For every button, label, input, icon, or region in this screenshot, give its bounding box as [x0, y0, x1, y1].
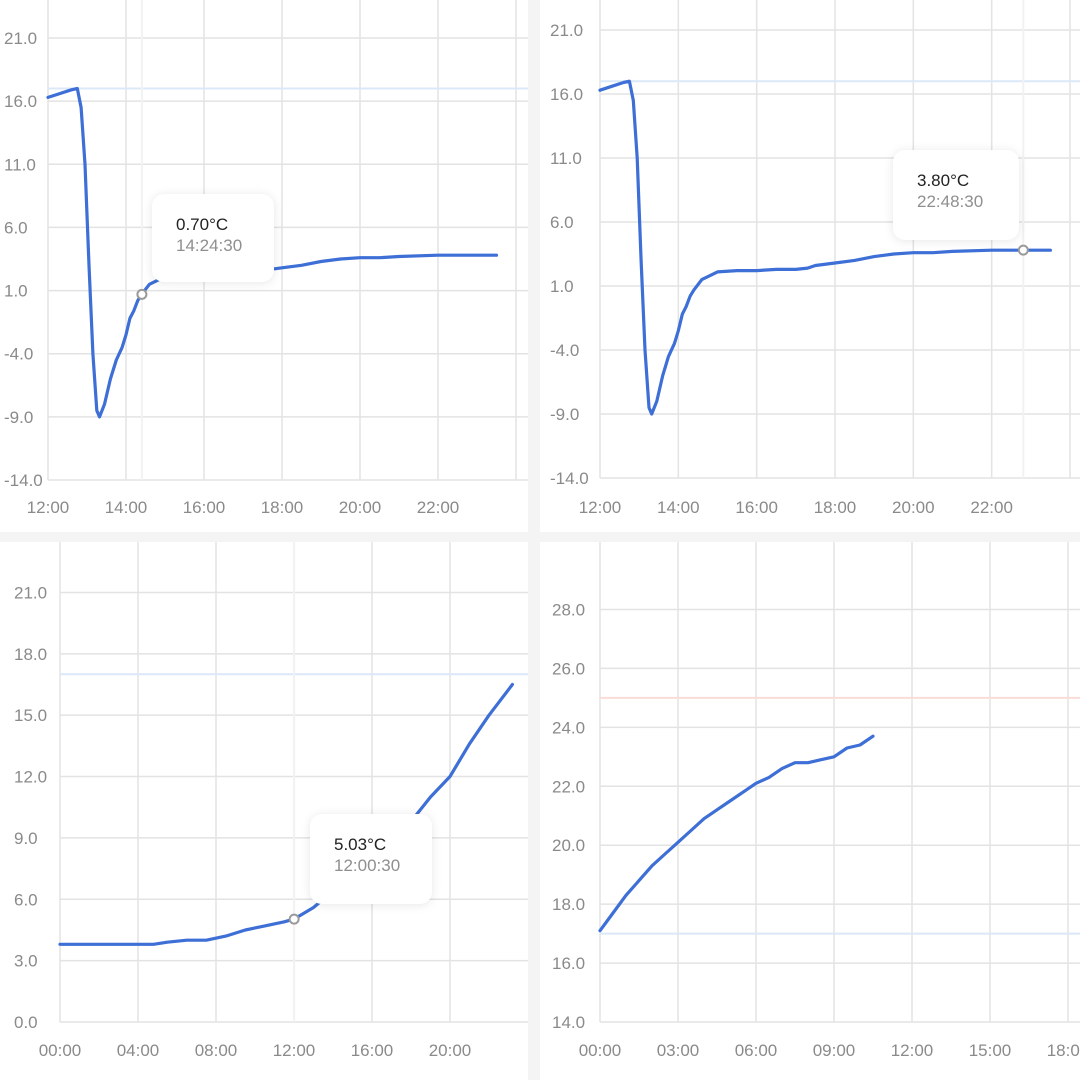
- x-tick-label: 00:00: [579, 1041, 622, 1060]
- y-tick-label: 6.0: [14, 890, 38, 909]
- tooltip-time: 12:00:30: [334, 856, 401, 875]
- tooltip-card: 5.03°C 12:00:30: [310, 814, 432, 904]
- y-tick-label: -9.0: [550, 405, 579, 424]
- y-tick-label: 21.0: [4, 29, 37, 48]
- y-tick-label: -14.0: [550, 469, 589, 488]
- y-tick-label: 18.0: [14, 645, 47, 664]
- temperature-series-line: [58, 682, 515, 946]
- tooltip-card: 0.70°C 14:24:30: [152, 194, 274, 282]
- tooltip-time: 14:24:30: [176, 236, 243, 255]
- x-tick-label: 18:00: [1047, 1041, 1080, 1060]
- y-tick-label: 26.0: [552, 659, 585, 678]
- x-tick-label: 16:00: [183, 498, 226, 517]
- y-tick-label: 6.0: [4, 218, 28, 237]
- y-tick-label: 15.0: [14, 706, 47, 725]
- tooltip-value: 5.03°C: [334, 835, 387, 854]
- tooltip-value: 3.80°C: [917, 171, 970, 190]
- selected-point-marker: [136, 288, 148, 300]
- x-tick-label: 12:00: [891, 1041, 934, 1060]
- y-tick-label: 16.0: [550, 85, 583, 104]
- tooltip-card: 3.80°C 22:48:30: [893, 150, 1019, 240]
- y-tick-label: 18.0: [552, 895, 585, 914]
- x-tick-label: 12:00: [27, 498, 70, 517]
- y-tick-label: 1.0: [4, 282, 28, 301]
- y-tick-label: 22.0: [552, 777, 585, 796]
- y-tick-label: 20.0: [552, 836, 585, 855]
- x-tick-label: 12:00: [579, 498, 622, 517]
- x-tick-label: 08:00: [195, 1041, 238, 1060]
- x-tick-label: 16:00: [351, 1041, 394, 1060]
- y-tick-label: 11.0: [550, 149, 582, 168]
- y-tick-label: 21.0: [14, 583, 47, 602]
- y-tick-label: 1.0: [550, 277, 574, 296]
- x-tick-label: 14:00: [657, 498, 700, 517]
- x-tick-label: 06:00: [735, 1041, 778, 1060]
- x-tick-label: 18:00: [814, 498, 857, 517]
- x-tick-label: 22:00: [417, 498, 460, 517]
- y-tick-label: -9.0: [4, 408, 33, 427]
- y-tick-label: 16.0: [552, 954, 585, 973]
- chart-svg: 21.0 18.0 15.0 12.0 9.0 6.0 3.0 0.000:00 04:00 08…: [14, 542, 528, 1060]
- y-tick-label: 28.0: [552, 600, 585, 619]
- x-tick-label: 03:00: [657, 1041, 700, 1060]
- x-tick-label: 20:00: [892, 498, 935, 517]
- temperature-series-line: [598, 79, 1052, 416]
- x-tick-label: 16:00: [735, 498, 778, 517]
- tooltip-value: 0.70°C: [176, 215, 229, 234]
- y-tick-label: 12.0: [14, 768, 47, 787]
- x-tick-label: 12:00: [273, 1041, 316, 1060]
- x-tick-label: 20:00: [429, 1041, 472, 1060]
- y-tick-label: 6.0: [550, 213, 574, 232]
- y-tick-label: 3.0: [14, 952, 38, 971]
- y-tick-label: -4.0: [4, 345, 33, 364]
- y-tick-label: 14.0: [552, 1013, 585, 1032]
- y-tick-label: 16.0: [4, 92, 37, 111]
- x-tick-label: 20:00: [339, 498, 382, 517]
- temperature-chart-panel-1[interactable]: 21.0 16.0 11.0 6.0 1.0 -4.0 -9.0 -14.0 12:00 14:0…: [0, 0, 528, 532]
- selected-point-marker: [288, 913, 300, 925]
- temperature-chart-panel-4[interactable]: 28.0 26.0 24.0 22.0 20.0 18.0 16.0 14.0 00:00 03:…: [540, 542, 1080, 1080]
- x-tick-label: 15:00: [969, 1041, 1012, 1060]
- x-tick-label: 22:00: [970, 498, 1013, 517]
- y-tick-label: 21.0: [550, 21, 583, 40]
- x-tick-label: 00:00: [39, 1041, 82, 1060]
- x-tick-label: 14:00: [105, 498, 148, 517]
- selected-point-marker: [1017, 244, 1029, 256]
- y-tick-label: 24.0: [552, 718, 585, 737]
- y-tick-label: 0.0: [14, 1013, 38, 1032]
- x-tick-label: 09:00: [813, 1041, 856, 1060]
- y-tick-label: -14.0: [4, 471, 43, 490]
- panel-divider-horizontal: [0, 532, 1080, 542]
- y-tick-label: 9.0: [14, 829, 38, 848]
- y-tick-label: 11.0: [4, 155, 36, 174]
- tooltip-time: 22:48:30: [917, 192, 984, 211]
- x-tick-label: 04:00: [117, 1041, 160, 1060]
- chart-svg: 28.0 26.0 24.0 22.0 20.0 18.0 16.0 14.0 00:00 03:…: [552, 542, 1080, 1060]
- temperature-series-line: [598, 734, 875, 933]
- x-tick-label: 18:00: [261, 498, 304, 517]
- y-tick-label: -4.0: [550, 341, 579, 360]
- chart-svg: 21.0 16.0 11.0 6.0 1.0 -4.0 -9.0 -14.0 12:00 14:0…: [550, 0, 1080, 517]
- temperature-chart-panel-2[interactable]: 21.0 16.0 11.0 6.0 1.0 -4.0 -9.0 -14.0 12:00 14:0…: [540, 0, 1080, 532]
- temperature-chart-panel-3[interactable]: 21.0 18.0 15.0 12.0 9.0 6.0 3.0 0.0 00:00 04:00 08…: [0, 542, 528, 1080]
